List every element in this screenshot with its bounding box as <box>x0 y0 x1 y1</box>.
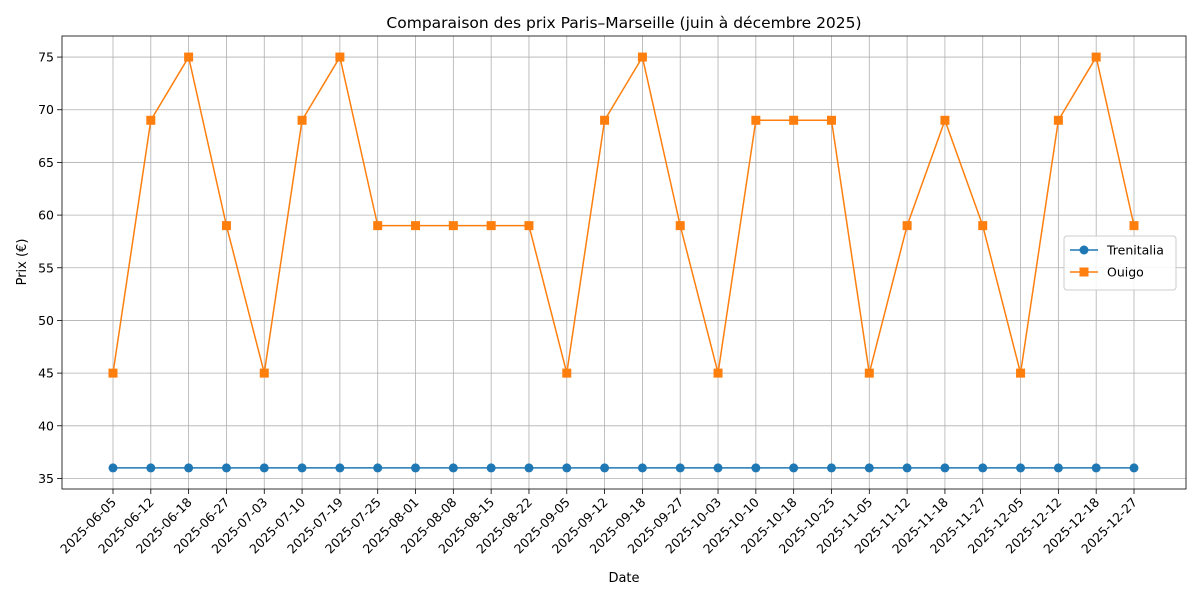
y-tick-label: 50 <box>38 313 54 328</box>
y-tick-label: 35 <box>38 471 54 486</box>
data-point <box>600 115 610 125</box>
data-point <box>184 52 194 62</box>
data-point <box>524 221 534 231</box>
data-point <box>448 463 458 473</box>
data-point <box>675 463 685 473</box>
legend-marker <box>1079 267 1089 277</box>
y-tick-label: 75 <box>38 50 54 65</box>
data-point <box>940 115 950 125</box>
data-point <box>1129 221 1139 231</box>
legend-label: Trenitalia <box>1106 243 1164 258</box>
data-point <box>297 463 307 473</box>
data-point <box>524 463 534 473</box>
legend-marker <box>1079 245 1089 255</box>
series-line-ouigo <box>112 56 1135 374</box>
data-point <box>751 463 761 473</box>
series-trenitalia <box>108 463 1139 473</box>
data-point <box>1016 368 1026 378</box>
chart-title: Comparaison des prix Paris–Marseille (ju… <box>386 14 861 32</box>
y-axis-label: Prix (€) <box>15 239 30 286</box>
data-point <box>1091 52 1101 62</box>
data-point <box>940 463 950 473</box>
data-point <box>1016 463 1026 473</box>
data-point <box>411 463 421 473</box>
data-point <box>600 463 610 473</box>
data-point <box>373 221 383 231</box>
legend: Trenitalia Ouigo <box>1063 235 1177 291</box>
data-point <box>713 463 723 473</box>
data-point <box>978 221 988 231</box>
axes <box>61 35 1187 490</box>
data-point <box>335 52 345 62</box>
data-point <box>562 368 572 378</box>
data-point <box>108 368 118 378</box>
data-point <box>789 115 799 125</box>
data-point <box>448 221 458 231</box>
y-tick-label: 65 <box>38 155 54 170</box>
data-point <box>259 368 269 378</box>
data-point <box>562 463 572 473</box>
data-point <box>108 463 118 473</box>
data-point <box>637 52 647 62</box>
data-point <box>335 463 345 473</box>
series-ouigo <box>108 52 1139 378</box>
data-point <box>1053 115 1063 125</box>
data-point <box>978 463 988 473</box>
data-point <box>221 463 231 473</box>
data-point <box>1053 463 1063 473</box>
data-point <box>864 368 874 378</box>
data-point <box>146 115 156 125</box>
y-tick-label: 55 <box>38 260 54 275</box>
data-point <box>373 463 383 473</box>
data-point <box>751 115 761 125</box>
x-axis-label: Date <box>608 571 639 586</box>
y-tick-label: 60 <box>38 208 54 223</box>
data-point <box>259 463 269 473</box>
data-point <box>411 221 421 231</box>
y-ticks: 35 40 45 50 55 60 65 70 75 <box>38 50 62 486</box>
data-point <box>637 463 647 473</box>
legend-item-ouigo: Ouigo <box>1070 265 1144 280</box>
data-point <box>713 368 723 378</box>
data-point <box>1091 463 1101 473</box>
y-tick-label: 45 <box>38 366 54 381</box>
data-point <box>184 463 194 473</box>
plot-frame <box>61 35 1187 490</box>
data-point <box>826 463 836 473</box>
data-point <box>902 463 912 473</box>
data-point <box>486 221 496 231</box>
data-point <box>826 115 836 125</box>
data-point <box>902 221 912 231</box>
y-tick-label: 70 <box>38 102 54 117</box>
legend-item-trenitalia: Trenitalia <box>1070 243 1164 258</box>
data-point <box>297 115 307 125</box>
data-point <box>146 463 156 473</box>
data-point <box>1129 463 1139 473</box>
grid <box>62 36 1186 489</box>
data-point <box>486 463 496 473</box>
series-layer <box>108 52 1139 473</box>
legend-label: Ouigo <box>1107 265 1144 280</box>
data-point <box>675 221 685 231</box>
data-point <box>789 463 799 473</box>
y-tick-label: 40 <box>38 418 54 433</box>
data-point <box>221 221 231 231</box>
data-point <box>864 463 874 473</box>
